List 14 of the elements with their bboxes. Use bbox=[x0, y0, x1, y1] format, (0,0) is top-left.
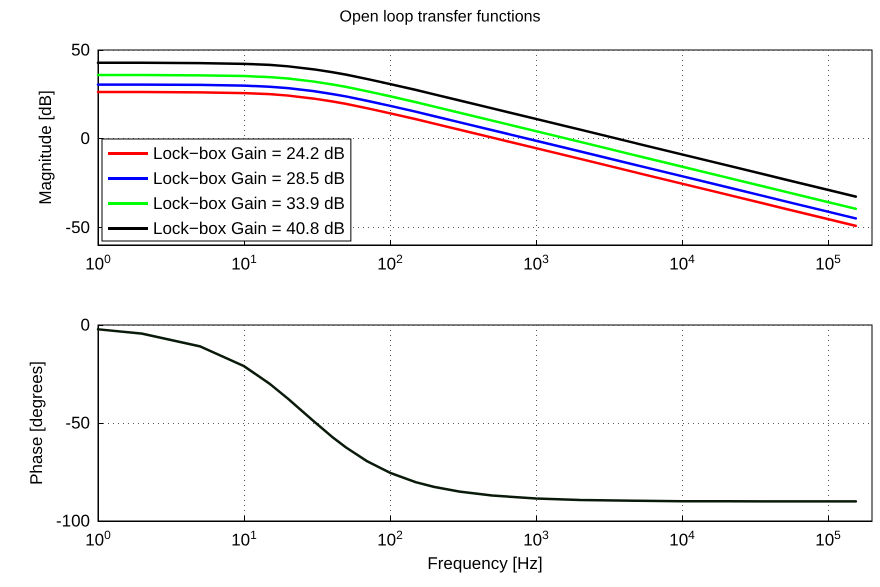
x-axis-title: Frequency [Hz] bbox=[427, 554, 543, 573]
y-axis-title: Phase [degrees] bbox=[27, 361, 46, 485]
legend-label: Lock−box Gain = 40.8 dB bbox=[153, 219, 345, 238]
y-axis-title: Magnitude [dB] bbox=[36, 90, 55, 205]
legend-label: Lock−box Gain = 24.2 dB bbox=[153, 144, 345, 163]
y-tick-label: 50 bbox=[71, 40, 90, 60]
y-tick-label: -100 bbox=[56, 512, 90, 530]
y-tick-label: -50 bbox=[65, 218, 90, 237]
y-tick-label: 0 bbox=[80, 129, 90, 148]
chart-title: Open loop transfer functions bbox=[339, 8, 541, 26]
legend-label: Lock−box Gain = 28.5 dB bbox=[153, 169, 345, 188]
y-tick-label: 0 bbox=[80, 316, 90, 334]
legend-label: Lock−box Gain = 33.9 dB bbox=[153, 194, 345, 213]
y-tick-label: -50 bbox=[65, 414, 90, 432]
